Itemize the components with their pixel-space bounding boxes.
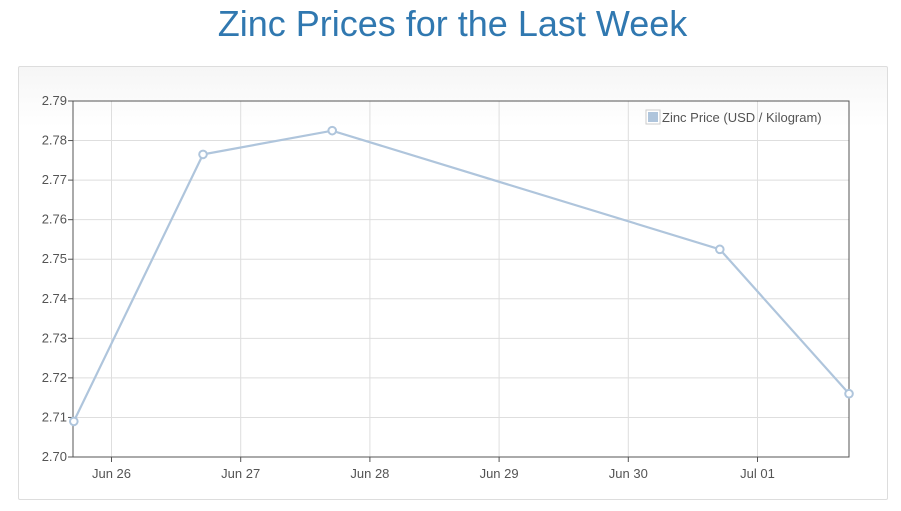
x-axis-ticks: Jun 26 Jun 27 Jun 28 Jun 29 Jun 30 Jul 01 bbox=[92, 457, 775, 481]
y-tick-label: 2.72 bbox=[42, 370, 67, 385]
y-tick-label: 2.75 bbox=[42, 251, 67, 266]
y-tick-label: 2.77 bbox=[42, 172, 67, 187]
page-title: Zinc Prices for the Last Week bbox=[217, 3, 688, 44]
x-tick-label: Jun 28 bbox=[350, 466, 389, 481]
series-layer bbox=[69, 125, 854, 427]
y-tick-label: 2.70 bbox=[42, 449, 67, 464]
x-tick-label: Jun 26 bbox=[92, 466, 131, 481]
data-point[interactable] bbox=[844, 388, 854, 399]
y-axis-ticks: 2.70 2.71 2.72 2.73 2.74 2.75 2.76 2.77 2.78 2.79 bbox=[42, 93, 73, 464]
y-tick-label: 2.71 bbox=[42, 409, 67, 424]
x-tick-label: Jun 29 bbox=[480, 466, 519, 481]
y-tick-label: 2.73 bbox=[42, 330, 67, 345]
data-point[interactable] bbox=[327, 125, 338, 136]
data-point[interactable] bbox=[69, 416, 79, 427]
y-tick-label: 2.79 bbox=[42, 93, 67, 108]
grid-lines bbox=[73, 100, 849, 458]
y-tick-label: 2.74 bbox=[42, 291, 67, 306]
y-tick-label: 2.76 bbox=[42, 212, 67, 227]
data-point[interactable] bbox=[715, 244, 725, 255]
data-point[interactable] bbox=[198, 149, 208, 160]
x-tick-label: Jun 27 bbox=[221, 466, 260, 481]
legend-label-zinc-price: Zinc Price (USD / Kilogram) bbox=[662, 110, 822, 125]
x-tick-label: Jul 01 bbox=[740, 466, 775, 481]
legend-swatch-fill bbox=[648, 112, 658, 122]
x-tick-label: Jun 30 bbox=[609, 466, 648, 481]
plot-area-frame bbox=[72, 100, 850, 458]
line-chart: 2.70 2.71 2.72 2.73 2.74 2.75 2.76 2.77 2.78 2.79… bbox=[42, 93, 854, 481]
y-tick-label: 2.78 bbox=[42, 133, 67, 148]
legend[interactable]: Zinc Price (USD / Kilogram) bbox=[645, 109, 822, 125]
chart-panel: 2.70 2.71 2.72 2.73 2.74 2.75 2.76 2.77 2.78 2.79… bbox=[18, 66, 888, 500]
